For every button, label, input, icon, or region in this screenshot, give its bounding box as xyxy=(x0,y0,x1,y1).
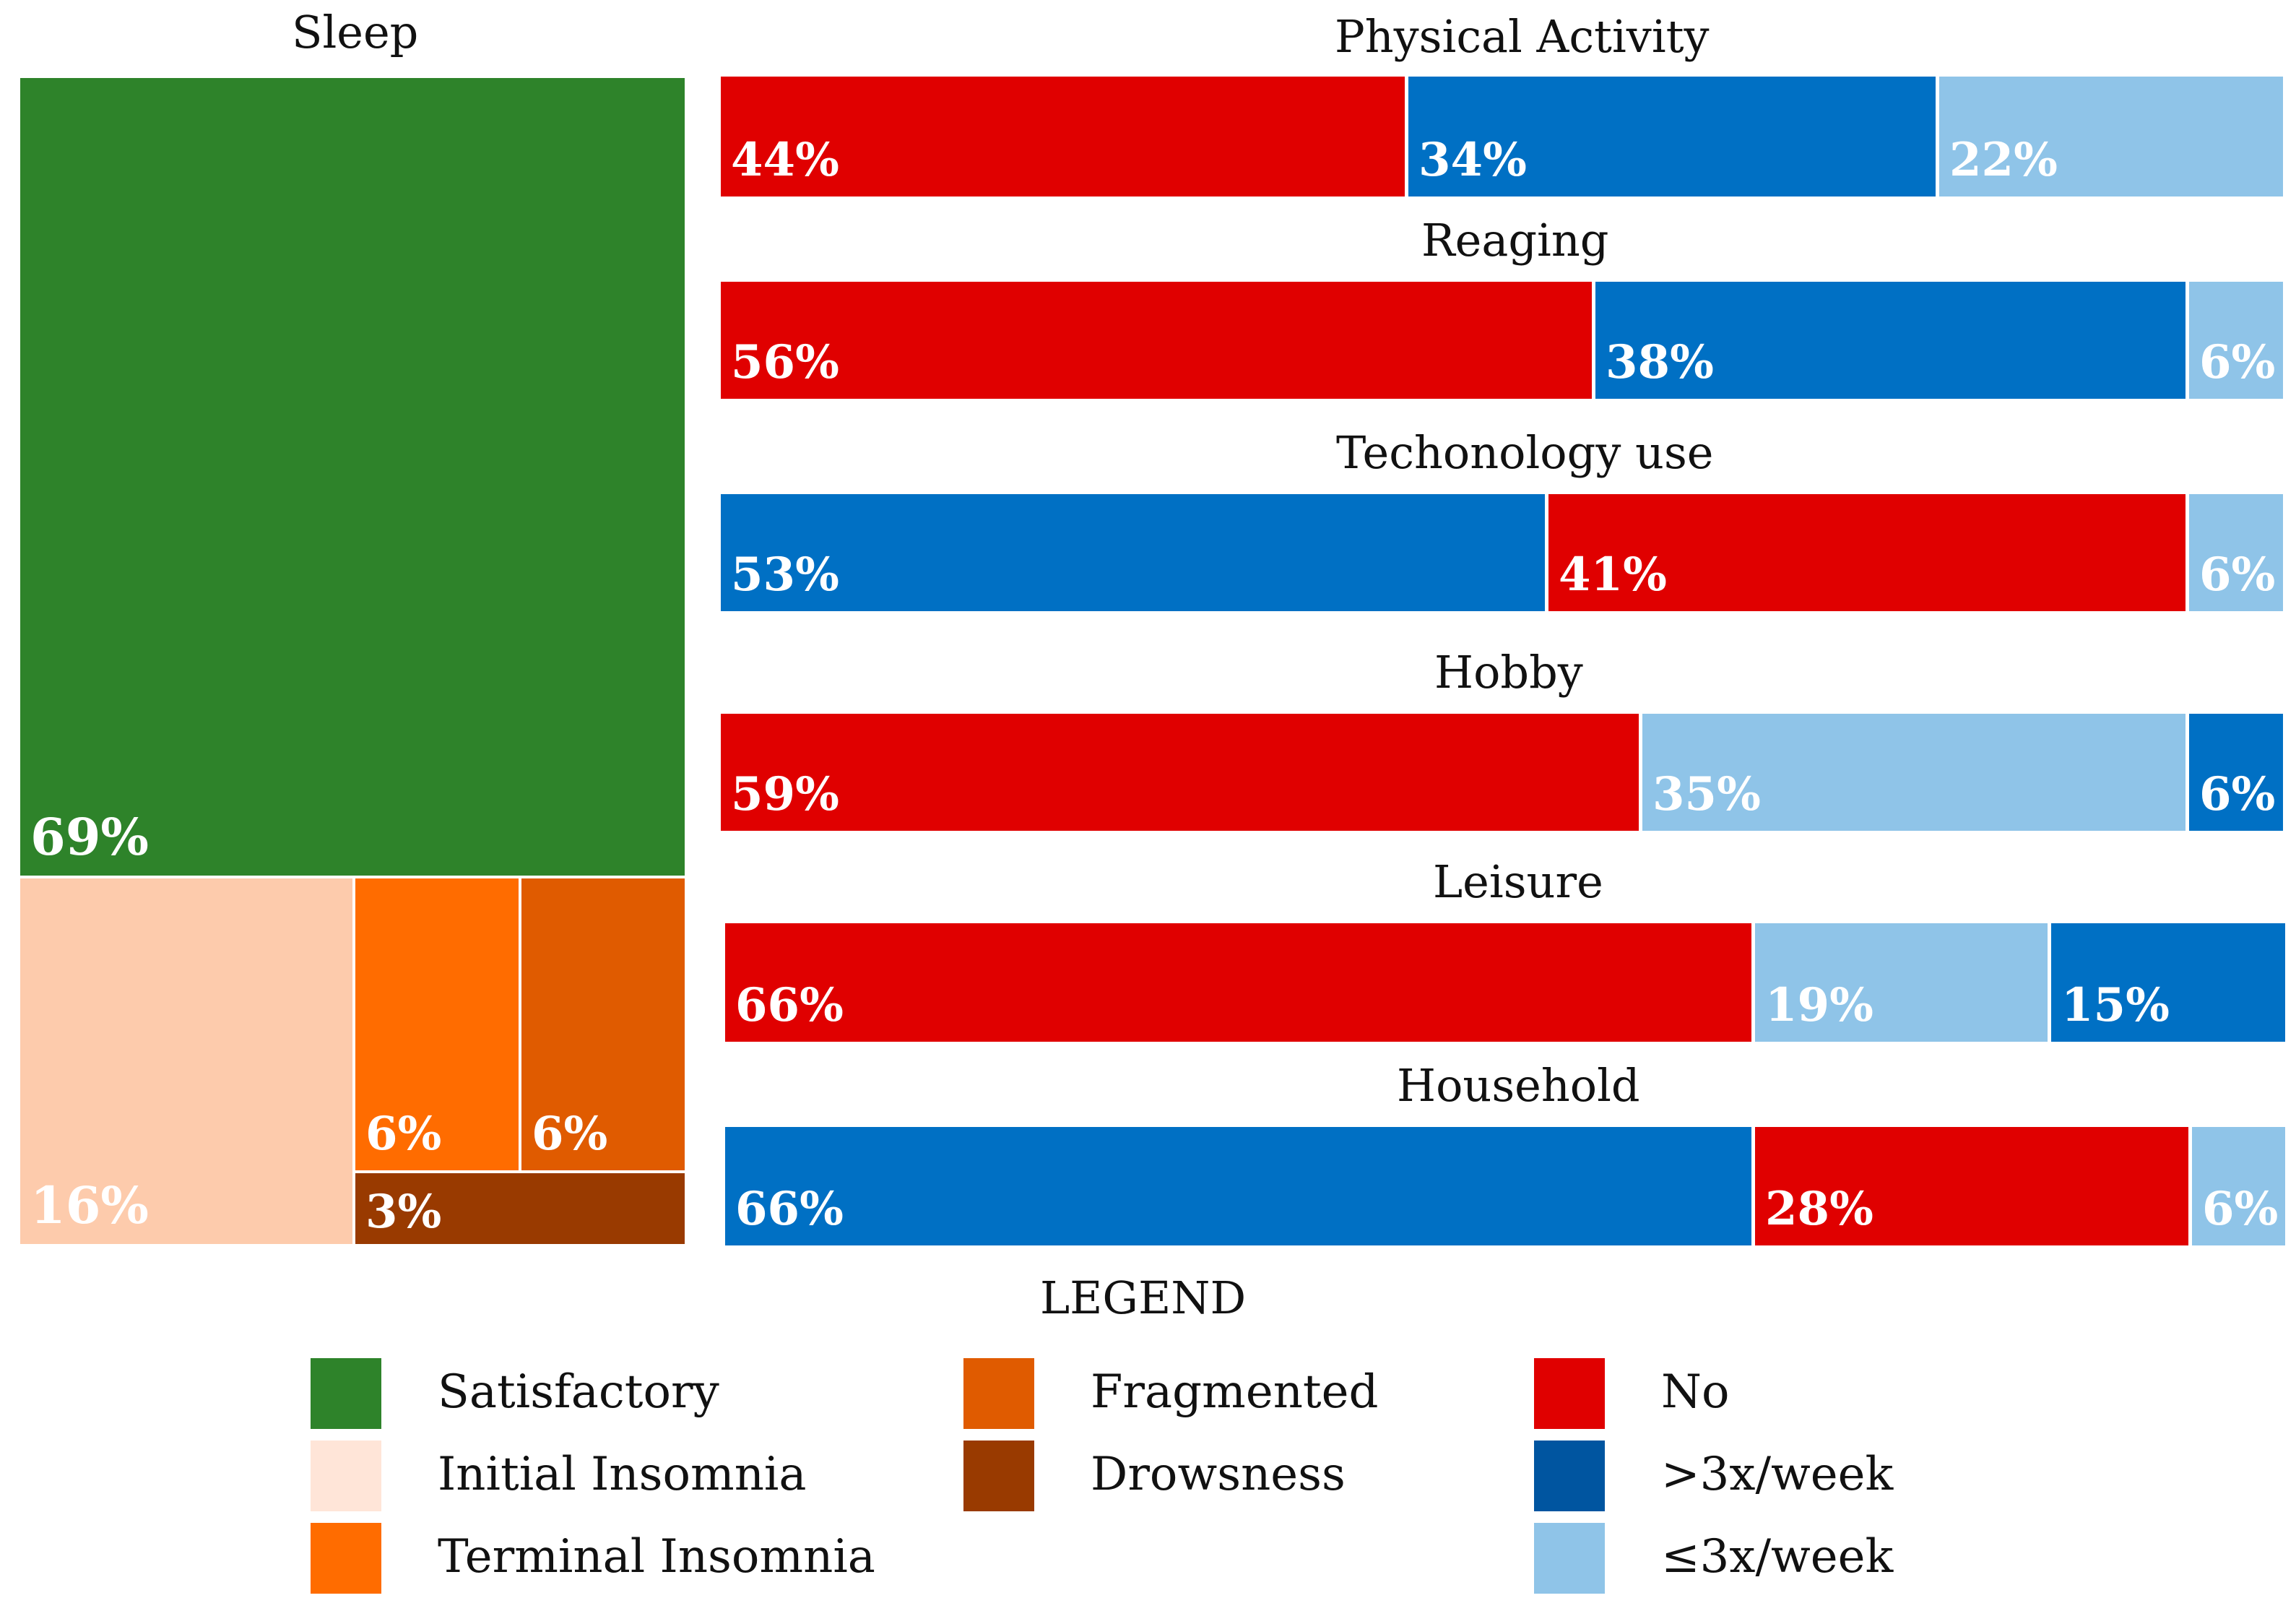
bar-segment-up-to-3x-week: 6% xyxy=(2189,282,2283,399)
segment-label: 38% xyxy=(1606,335,1714,389)
bar-segment-no: 44% xyxy=(721,77,1408,196)
bar-segment-no: 41% xyxy=(1548,494,2189,611)
segment-label: 35% xyxy=(1652,767,1761,821)
tile-label-satisfactory: 69% xyxy=(30,807,149,867)
segment-label: 6% xyxy=(2199,335,2276,389)
bar-title-physical-activity: Physical Activity xyxy=(1335,10,1710,63)
tile-label-initial-insomnia: 16% xyxy=(30,1175,149,1235)
bar-segment-more-than-3x-week: 66% xyxy=(725,1127,1755,1245)
bar-segment-no: 59% xyxy=(721,714,1642,831)
sleep-title: Sleep xyxy=(292,6,419,59)
legend-swatch xyxy=(311,1441,381,1511)
segment-label: 66% xyxy=(735,978,844,1032)
bar-household: 66% 28% 6% xyxy=(725,1127,2285,1245)
bar-segment-more-than-3x-week: 6% xyxy=(2189,714,2283,831)
tile-label-terminal-insomnia: 6% xyxy=(365,1107,442,1161)
bar-hobby: 59% 35% 6% xyxy=(721,714,2283,831)
legend-label: Drowsness xyxy=(1091,1448,1346,1501)
tile-fragmented: 6% xyxy=(519,876,688,1173)
legend-label: >3x/week xyxy=(1661,1448,1894,1501)
bar-title-household: Household xyxy=(1397,1059,1640,1112)
legend-label: Initial Insomnia xyxy=(438,1448,807,1501)
bar-segment-up-to-3x-week: 22% xyxy=(1939,77,2283,196)
bar-segment-more-than-3x-week: 34% xyxy=(1408,77,1939,196)
bar-segment-no: 56% xyxy=(721,282,1595,399)
segment-label: 6% xyxy=(2199,548,2276,602)
tile-label-drowsness: 3% xyxy=(365,1185,442,1239)
bar-segment-no: 28% xyxy=(1755,1127,2192,1245)
tile-label-fragmented: 6% xyxy=(532,1107,608,1161)
segment-label: 19% xyxy=(1765,978,1873,1032)
segment-label: 41% xyxy=(1559,548,1667,602)
bar-segment-up-to-3x-week: 19% xyxy=(1755,923,2051,1042)
bar-segment-no: 66% xyxy=(725,923,1755,1042)
segment-label: 6% xyxy=(2199,767,2276,821)
bar-reaging: 56% 38% 6% xyxy=(721,282,2283,399)
segment-label: 56% xyxy=(731,335,839,389)
bar-title-technology-use: Techonology use xyxy=(1336,426,1714,479)
bar-title-hobby: Hobby xyxy=(1434,646,1583,699)
tile-initial-insomnia: 16% xyxy=(17,876,355,1247)
segment-label: 44% xyxy=(731,133,839,187)
segment-label: 15% xyxy=(2061,978,2170,1032)
bar-physical-activity: 44% 34% 22% xyxy=(721,77,2283,196)
segment-label: 59% xyxy=(731,767,839,821)
bar-segment-more-than-3x-week: 15% xyxy=(2051,923,2285,1042)
tile-satisfactory: 69% xyxy=(17,75,688,878)
legend-swatch xyxy=(963,1441,1034,1511)
bar-leisure: 66% 19% 15% xyxy=(725,923,2285,1042)
legend-label: Terminal Insomnia xyxy=(438,1530,875,1584)
bar-segment-up-to-3x-week: 6% xyxy=(2192,1127,2285,1245)
segment-label: 53% xyxy=(731,548,839,602)
segment-label: 66% xyxy=(735,1182,844,1236)
bar-title-reaging: Reaging xyxy=(1421,214,1609,267)
tile-terminal-insomnia: 6% xyxy=(352,876,521,1173)
legend-swatch xyxy=(311,1523,381,1594)
legend-swatch xyxy=(963,1358,1034,1429)
legend-swatch xyxy=(1534,1441,1605,1511)
segment-label: 22% xyxy=(1949,133,2058,187)
bar-segment-up-to-3x-week: 35% xyxy=(1642,714,2189,831)
legend-label: No xyxy=(1661,1365,1730,1419)
legend-title: LEGEND xyxy=(1040,1271,1247,1324)
legend-swatch xyxy=(1534,1523,1605,1594)
segment-label: 34% xyxy=(1418,133,1527,187)
bar-title-leisure: Leisure xyxy=(1433,855,1603,908)
segment-label: 6% xyxy=(2202,1182,2279,1236)
bar-segment-up-to-3x-week: 6% xyxy=(2189,494,2283,611)
tile-drowsness: 3% xyxy=(352,1170,688,1247)
legend-swatch xyxy=(1534,1358,1605,1429)
legend-label: Satisfactory xyxy=(438,1365,719,1419)
bar-segment-more-than-3x-week: 53% xyxy=(721,494,1548,611)
bar-technology-use: 53% 41% 6% xyxy=(721,494,2283,611)
legend-swatch xyxy=(311,1358,381,1429)
legend-label: Fragmented xyxy=(1091,1365,1379,1419)
legend-label: ≤3x/week xyxy=(1661,1530,1894,1584)
bar-segment-more-than-3x-week: 38% xyxy=(1595,282,2189,399)
segment-label: 28% xyxy=(1765,1182,1873,1236)
